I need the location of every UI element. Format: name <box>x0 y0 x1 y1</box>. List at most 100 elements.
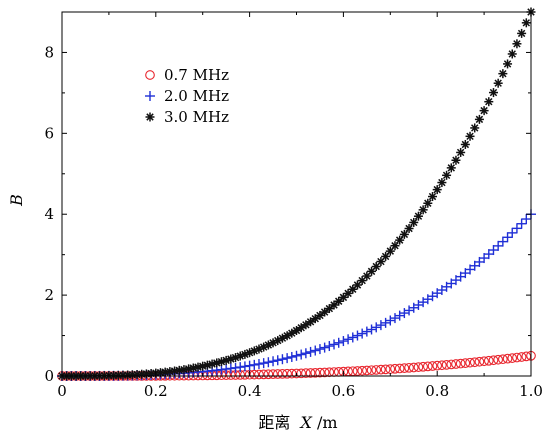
legend-marker-0 <box>145 70 155 80</box>
axes <box>61 11 532 377</box>
point-s2-72 <box>395 235 405 245</box>
point-s0-73 <box>399 363 410 373</box>
point-s0-46 <box>272 369 283 379</box>
point-s1-74 <box>404 305 415 316</box>
legend: 0.7 MHz 2.0 MHz 3.0 MHz <box>145 66 229 126</box>
point-s0-57 <box>324 367 335 378</box>
point-s2-85 <box>456 147 466 157</box>
point-s1-47 <box>277 354 288 365</box>
point-s0-52 <box>301 368 311 379</box>
point-s1-62 <box>347 332 358 343</box>
x-tick-label-4: 0.8 <box>425 382 449 400</box>
x-tick-label-5: 1.0 <box>519 382 543 400</box>
point-s2-75 <box>409 217 419 227</box>
point-s2-96 <box>507 49 517 59</box>
point-s2-97 <box>512 39 522 49</box>
point-s2-98 <box>517 28 527 38</box>
point-s1-66 <box>366 324 377 335</box>
point-s0-85 <box>455 358 466 369</box>
point-s1-49 <box>286 351 297 362</box>
point-s0-83 <box>446 359 457 370</box>
point-s2-77 <box>418 205 428 215</box>
point-s0-47 <box>277 369 288 379</box>
point-s2-92 <box>488 88 498 98</box>
point-s1-56 <box>319 342 330 353</box>
point-s0-63 <box>352 366 363 376</box>
point-s0-50 <box>291 368 302 379</box>
point-s1-61 <box>343 334 354 345</box>
point-s2-57 <box>324 304 334 314</box>
point-s2-73 <box>399 229 409 239</box>
point-s2-93 <box>493 78 503 88</box>
point-s1-68 <box>375 320 386 331</box>
point-s1-59 <box>333 337 344 348</box>
point-s0-56 <box>319 367 330 378</box>
point-s2-91 <box>484 97 494 107</box>
ticks: 0 0.2 0.4 0.6 0.8 1.0 0 2 4 6 8 <box>44 11 543 400</box>
point-s2-90 <box>479 106 489 116</box>
y-tick-label-2: 4 <box>44 205 54 223</box>
point-s2-82 <box>442 170 452 180</box>
x-axis-label-prefix: 距离 <box>258 413 290 432</box>
point-s1-43 <box>258 358 269 369</box>
point-s0-86 <box>460 358 471 368</box>
x-axis-label-variable: X <box>299 413 313 432</box>
point-s0-95 <box>502 353 513 364</box>
legend-label-0: 0.7 MHz <box>164 66 229 84</box>
point-s1-39 <box>239 361 250 372</box>
point-s2-56 <box>320 307 330 317</box>
point-s1-92 <box>488 245 499 256</box>
point-s2-52 <box>301 320 311 330</box>
point-s1-42 <box>253 359 264 370</box>
point-s2-81 <box>437 178 447 188</box>
point-s0-53 <box>305 368 316 378</box>
legend-marker-2 <box>145 112 155 122</box>
point-s1-91 <box>483 249 494 260</box>
point-s0-98 <box>516 352 527 362</box>
y-tick-label-3: 6 <box>44 124 54 142</box>
point-s1-54 <box>310 345 321 356</box>
point-s0-54 <box>310 367 321 378</box>
point-s2-89 <box>474 114 484 124</box>
point-s0-92 <box>488 355 499 366</box>
point-s1-97 <box>511 223 522 234</box>
point-s1-52 <box>300 348 311 359</box>
point-s2-83 <box>446 163 456 173</box>
y-tick-label-4: 8 <box>44 43 54 61</box>
point-s1-71 <box>389 313 400 324</box>
point-s0-68 <box>376 364 386 375</box>
point-s2-51 <box>296 323 306 333</box>
point-s1-60 <box>338 336 349 347</box>
y-tick-label-0: 0 <box>44 367 54 385</box>
point-s1-64 <box>357 328 368 339</box>
point-s2-76 <box>413 211 423 221</box>
point-s0-82 <box>441 360 452 370</box>
point-s1-53 <box>305 346 316 357</box>
point-s0-71 <box>390 363 400 374</box>
point-s1-93 <box>493 240 504 251</box>
point-s2-94 <box>498 69 508 79</box>
point-s0-67 <box>371 365 382 375</box>
point-s2-87 <box>465 131 475 141</box>
point-s1-63 <box>352 330 363 341</box>
point-s0-88 <box>469 357 480 368</box>
point-s2-99 <box>521 18 531 28</box>
point-s1-69 <box>380 317 391 328</box>
x-tick-label-0: 0 <box>57 382 67 400</box>
point-s1-98 <box>516 218 527 229</box>
point-s1-94 <box>497 236 508 247</box>
series-2 <box>57 7 536 381</box>
point-s0-84 <box>451 359 461 369</box>
point-s1-38 <box>235 362 246 373</box>
point-s1-70 <box>385 315 396 326</box>
y-axis-label: B <box>7 194 26 207</box>
legend-marker-1 <box>145 91 155 101</box>
point-s1-41 <box>249 359 260 370</box>
point-s2-84 <box>451 155 461 165</box>
point-s1-44 <box>263 357 274 368</box>
point-s1-57 <box>324 341 335 352</box>
x-tick-label-1: 0.2 <box>144 382 168 400</box>
point-s2-55 <box>315 310 325 320</box>
x-tick-label-3: 0.6 <box>331 382 355 400</box>
